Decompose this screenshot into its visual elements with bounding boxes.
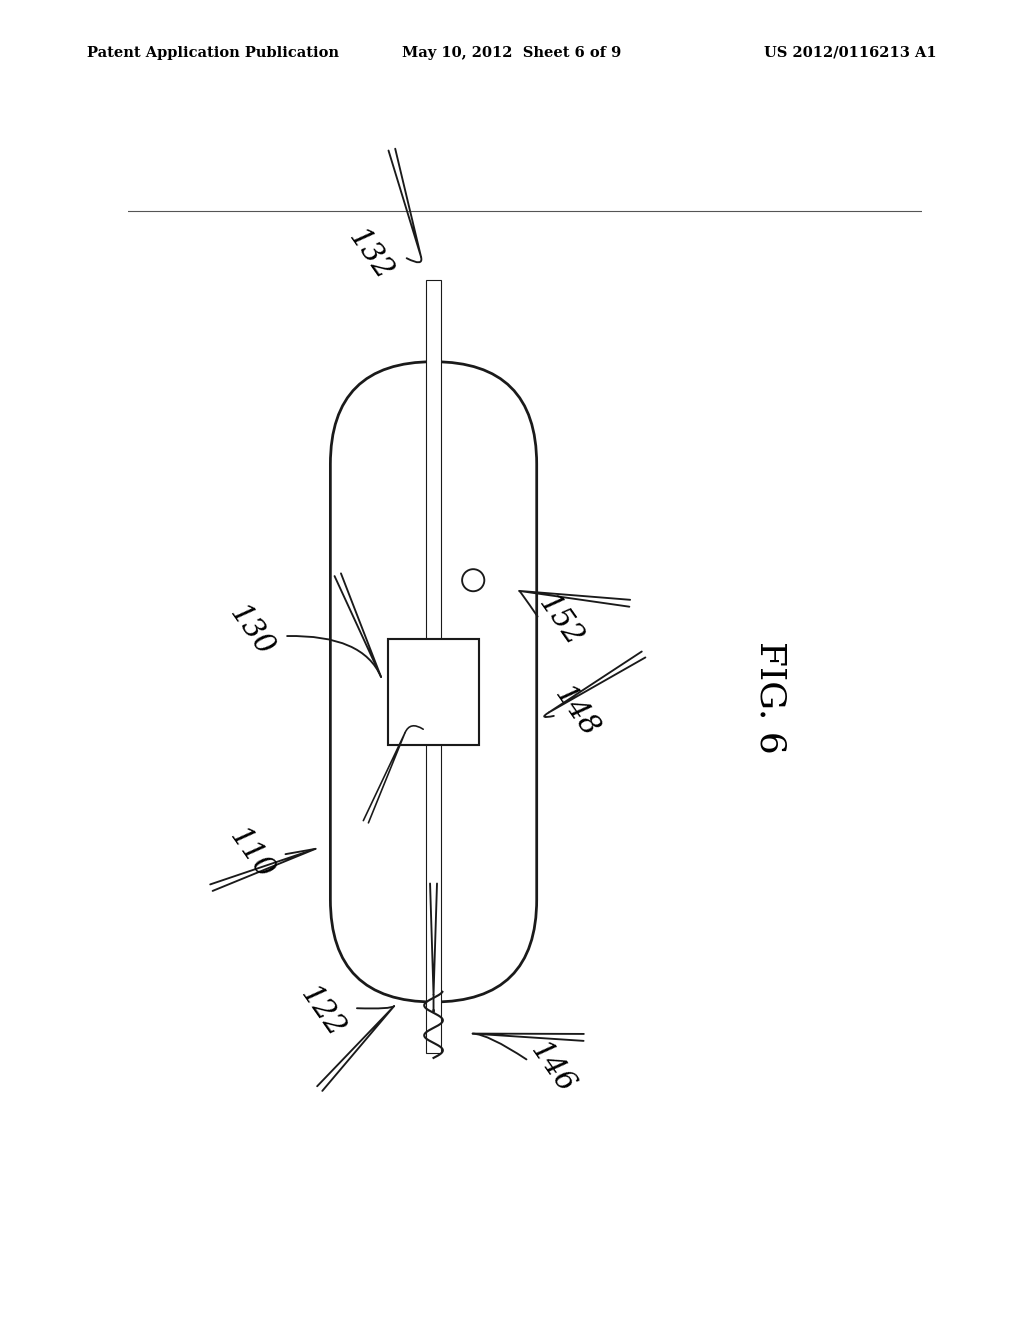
- Text: May 10, 2012  Sheet 6 of 9: May 10, 2012 Sheet 6 of 9: [402, 46, 622, 59]
- Text: US 2012/0116213 A1: US 2012/0116213 A1: [764, 46, 937, 59]
- Text: 148: 148: [549, 681, 604, 743]
- Text: 122: 122: [295, 981, 350, 1043]
- Text: 152: 152: [534, 590, 588, 652]
- Bar: [426, 280, 441, 1053]
- Circle shape: [462, 569, 484, 591]
- Text: 130: 130: [223, 601, 279, 661]
- Text: 146: 146: [525, 1038, 580, 1098]
- FancyBboxPatch shape: [331, 362, 537, 1002]
- Text: Patent Application Publication: Patent Application Publication: [87, 46, 339, 59]
- Bar: [388, 639, 479, 746]
- Text: FIG. 6: FIG. 6: [754, 640, 787, 754]
- Text: 132: 132: [343, 224, 397, 285]
- Text: 110: 110: [223, 824, 279, 886]
